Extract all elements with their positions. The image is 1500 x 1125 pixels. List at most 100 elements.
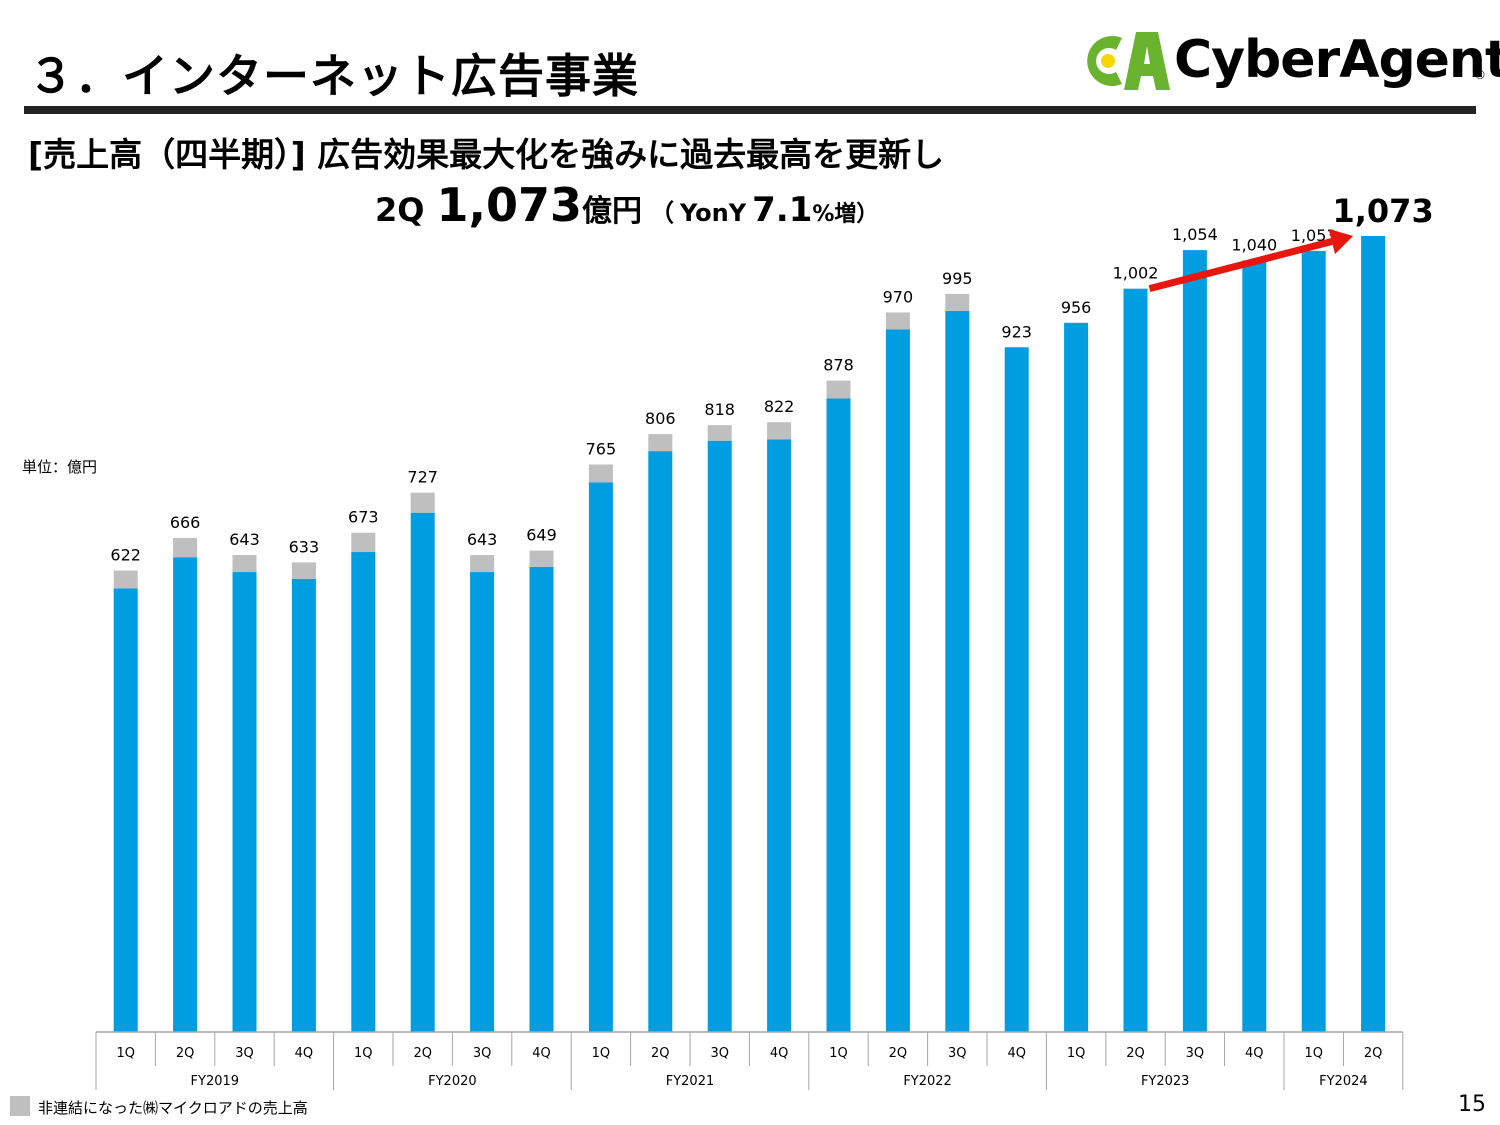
bar-main [351,552,376,1032]
bar-deconsolidated [588,464,613,483]
data-label: 822 [764,397,795,416]
legend-swatch [10,1096,30,1116]
tick-label: 4Q [532,1046,551,1061]
bar-deconsolidated [945,293,970,311]
tick-label: 1Q [354,1046,373,1061]
tick-label: 2Q [889,1046,908,1061]
tick-label: 1Q [1304,1046,1323,1061]
bar-main [1123,288,1148,1032]
unit-label: 単位：億円 [22,458,98,476]
bar-deconsolidated [291,562,316,579]
bar-main [470,572,495,1032]
growth-arrow-head [1328,228,1354,255]
slide-subtitle: [売上高（四半期）] 広告効果最大化を強みに過去最高を更新し [28,135,945,174]
data-label: 666 [170,513,201,532]
tick-label: 3Q [235,1046,254,1061]
headline-unit: 億円 [581,194,642,229]
tick-label: 1Q [592,1046,611,1061]
tick-label: 3Q [710,1046,729,1061]
bar-deconsolidated [707,425,732,441]
tick-label: 2Q [1364,1046,1383,1061]
data-label: 649 [526,526,557,545]
group-label: FY2020 [428,1074,477,1089]
bar-main [1182,250,1207,1032]
data-label: 1,040 [1231,235,1277,254]
data-label: 970 [883,287,914,306]
bar-main [945,310,970,1032]
tick-label: 2Q [1126,1046,1145,1061]
headline-yony-pct: 7.1 [752,190,813,230]
tick-label: 4Q [1007,1046,1026,1061]
legend-label: 非連結になった㈱マイクロアドの売上高 [38,1099,308,1117]
bar-main [1004,347,1029,1032]
bar-deconsolidated [529,550,554,567]
bar-deconsolidated [648,434,673,452]
data-label: 1,002 [1113,264,1159,283]
headline-paren: （ [649,199,674,227]
bar-deconsolidated [410,492,435,513]
slide-title: ３．インターネット広告事業 [28,49,639,103]
bar-main [707,440,732,1033]
tick-label: 1Q [116,1046,135,1061]
ca-logo-icon [1087,32,1170,90]
tick-label: 4Q [1245,1046,1264,1061]
headline-yony-label: YonY [679,199,747,227]
bar-deconsolidated [826,380,851,399]
tick-label: 4Q [295,1046,314,1061]
data-label: 806 [645,409,676,428]
bar-main [173,557,198,1032]
data-label: 765 [586,439,617,458]
logo-wordmark: CyberAgent [1174,30,1500,90]
tick-label: 3Q [948,1046,967,1061]
bar-deconsolidated [113,570,138,589]
bar-main [1242,260,1267,1032]
data-label: 633 [289,537,320,556]
data-label: 818 [704,400,735,419]
headline-figure: 2Q 1,073億円（YonY 7.1%増） [375,178,878,232]
cyberagent-logo: CyberAgent ® [1078,26,1500,104]
data-label: 673 [348,508,379,527]
bar-deconsolidated [767,422,792,440]
data-label: 995 [942,269,973,288]
bar-main [529,566,554,1032]
bar-deconsolidated [173,537,198,558]
tick-label: 1Q [829,1046,848,1061]
bar-main [291,578,316,1032]
tick-label: 4Q [770,1046,789,1061]
bar-main [826,398,851,1032]
tick-label: 3Q [473,1046,492,1061]
title-divider [24,106,1476,114]
bar-main [113,588,138,1032]
data-label: 923 [1001,322,1032,341]
data-label: 1,054 [1172,225,1218,244]
group-label: FY2022 [903,1074,952,1089]
growth-arrow-shaft [1148,238,1333,293]
registered-mark: ® [1474,68,1486,82]
data-label: 622 [110,546,141,565]
data-label: 956 [1061,298,1092,317]
group-label: FY2023 [1141,1074,1190,1089]
data-label: 878 [823,356,854,375]
bar-main [232,572,257,1032]
bar-main [410,512,435,1032]
bar-main [1301,250,1326,1032]
data-label: 727 [407,468,438,487]
headline-pct-unit: %増） [812,202,879,227]
bar-deconsolidated [885,312,910,330]
tick-label: 2Q [651,1046,670,1061]
headline-value: 1,073 [436,178,582,232]
bar-deconsolidated [232,554,257,573]
page-number: 15 [1458,1092,1486,1117]
bar-main [1361,236,1386,1032]
headline-quarter: 2Q [375,191,425,229]
tick-label: 1Q [1067,1046,1086,1061]
bar-main [588,482,613,1033]
group-label: FY2024 [1319,1074,1368,1089]
bar-deconsolidated [470,554,495,573]
group-label: FY2019 [191,1074,240,1089]
bar-main [1064,322,1089,1032]
tick-label: 3Q [1186,1046,1205,1061]
bar-main [648,451,673,1032]
bar-main [767,439,792,1032]
